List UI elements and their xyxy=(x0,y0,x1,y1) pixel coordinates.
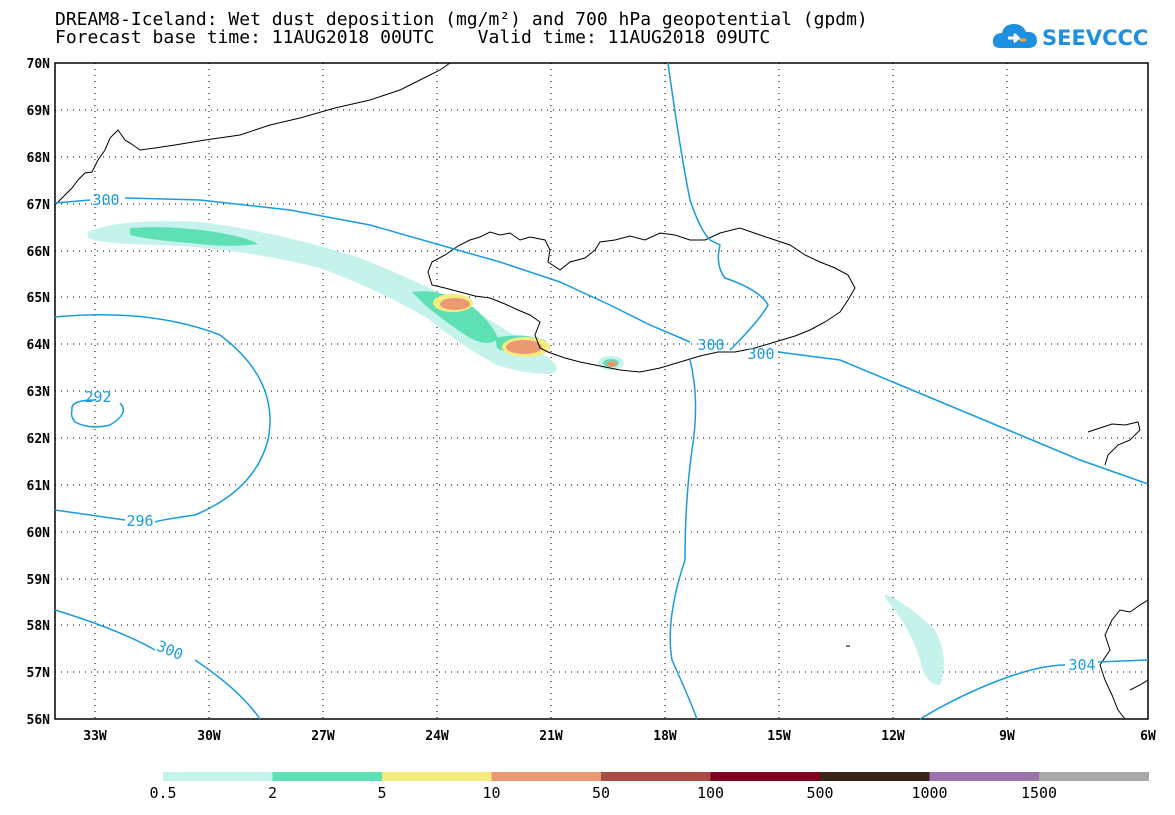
legend-swatch xyxy=(929,772,1040,781)
lon-label: 15W xyxy=(767,729,791,744)
dust-level-10-area xyxy=(607,361,617,367)
legend-swatch xyxy=(272,772,383,781)
dust-level-0.5-area xyxy=(885,594,944,685)
lon-label: 27W xyxy=(311,729,335,744)
dust-level-10-area xyxy=(506,340,542,354)
lat-label: 63N xyxy=(27,385,51,400)
lat-label: 64N xyxy=(27,338,51,353)
lat-label: 62N xyxy=(27,432,51,447)
graticule xyxy=(55,63,1148,719)
legend-colorbar xyxy=(163,772,1149,781)
lat-label: 57N xyxy=(27,666,51,681)
lon-label: 24W xyxy=(425,729,449,744)
cloud-icon xyxy=(992,24,1037,48)
dust-level-10-area xyxy=(440,298,470,310)
lon-label: 21W xyxy=(539,729,563,744)
seevccc-logo: SEEVCCC xyxy=(992,24,1148,50)
lat-label: 66N xyxy=(27,245,51,260)
lon-label: 18W xyxy=(653,729,677,744)
legend-swatch xyxy=(491,772,602,781)
contour-label: 292 xyxy=(84,388,111,406)
lat-label: 60N xyxy=(27,526,51,541)
lon-label: 30W xyxy=(197,729,221,744)
legend-swatch xyxy=(710,772,821,781)
legend-label: 10 xyxy=(482,784,500,802)
lat-label: 58N xyxy=(27,619,51,634)
geopotential-contours xyxy=(54,62,1149,720)
contour-label: 300 xyxy=(747,345,774,363)
lon-label: 6W xyxy=(1140,729,1156,744)
legend-label: 5 xyxy=(377,784,386,802)
dust-deposition-shading xyxy=(88,221,944,685)
lat-label: 65N xyxy=(27,291,51,306)
contour-label: 304 xyxy=(1068,656,1095,674)
dust-level-2-area xyxy=(130,227,258,246)
contour-label: 300 xyxy=(92,191,119,209)
lat-label: 67N xyxy=(27,198,51,213)
lon-label: 12W xyxy=(881,729,905,744)
lat-label: 68N xyxy=(27,151,51,166)
legend-labels: 0.5 2 5 10 50 100 500 1000 1500 xyxy=(149,784,1057,802)
map-title: DREAM8-Iceland: Wet dust deposition (mg/… xyxy=(55,9,868,30)
legend-swatch xyxy=(1039,772,1149,781)
lat-label: 61N xyxy=(27,479,51,494)
legend-label: 50 xyxy=(592,784,610,802)
contour-label: 296 xyxy=(126,512,153,530)
lon-label: 33W xyxy=(83,729,107,744)
legend-label: 2 xyxy=(268,784,277,802)
lat-label: 69N xyxy=(27,104,51,119)
contour-label: 300 xyxy=(154,637,186,664)
legend-swatch xyxy=(163,772,273,781)
lon-label: 9W xyxy=(999,729,1015,744)
legend-label: 500 xyxy=(806,784,833,802)
legend-label: 1500 xyxy=(1021,784,1057,802)
dust-level-0.5-area xyxy=(88,221,558,374)
legend-label: 1000 xyxy=(911,784,947,802)
lat-label: 59N xyxy=(27,573,51,588)
contour-label: 300 xyxy=(697,336,724,354)
coastlines xyxy=(54,62,1149,720)
legend-label: 100 xyxy=(697,784,724,802)
lat-label: 70N xyxy=(27,57,51,72)
legend-swatch xyxy=(601,772,711,781)
legend-swatch xyxy=(382,772,492,781)
map-subtitle: Forecast base time: 11AUG2018 00UTC Vali… xyxy=(55,27,771,48)
logo-text: SEEVCCC xyxy=(1042,26,1148,50)
legend-label: 0.5 xyxy=(149,784,176,802)
lat-label: 56N xyxy=(27,713,51,728)
legend-swatch xyxy=(820,772,930,781)
